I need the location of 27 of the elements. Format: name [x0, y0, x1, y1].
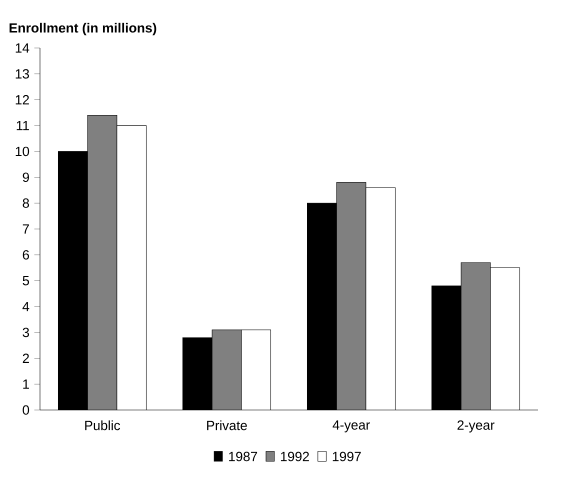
y-tick-label: 8 — [22, 198, 30, 208]
y-tick-label: 1 — [23, 380, 29, 389]
y-tick-label: 10 — [16, 146, 30, 156]
y-tick-label: 11 — [16, 120, 29, 130]
legend-label: 1997 — [332, 452, 361, 462]
bar — [212, 330, 242, 410]
y-tick-label: 13 — [16, 69, 30, 79]
x-tick-label: 2-year — [458, 420, 494, 432]
bar — [460, 262, 491, 410]
bar — [88, 115, 117, 410]
y-tick-label: 3 — [22, 328, 30, 338]
y-tick-label: 14 — [16, 43, 30, 53]
y-tick-label: 7 — [22, 224, 29, 234]
bar — [336, 182, 366, 410]
legend-label: 1992 — [280, 452, 309, 462]
y-tick-label: 0 — [22, 405, 30, 415]
y-tick-label: 2 — [22, 354, 29, 363]
y-tick-label: 12 — [16, 95, 29, 104]
y-axis-title: Enrollment (in millions) — [10, 22, 156, 36]
legend-label: 1987 — [229, 452, 258, 462]
y-tick-label: 9 — [22, 172, 29, 182]
y-tick-label: 6 — [22, 250, 30, 260]
x-tick-label: 4-year — [332, 420, 370, 432]
y-tick-label: 4 — [22, 302, 30, 312]
y-tick-label: 5 — [22, 276, 30, 286]
x-tick-label: Public — [85, 420, 120, 430]
x-tick-label: Private — [207, 420, 247, 430]
